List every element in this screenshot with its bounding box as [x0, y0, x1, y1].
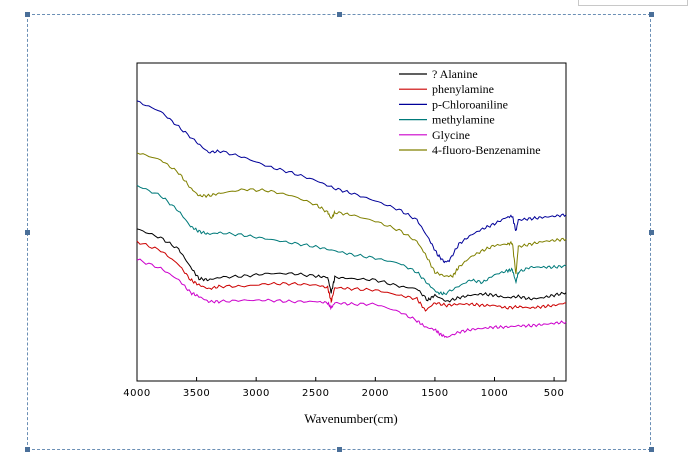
- legend-label-1: phenylamine: [432, 82, 494, 96]
- series-line-1: [136, 240, 567, 312]
- series-lines: [136, 100, 567, 338]
- resize-handle-top-right[interactable]: [649, 12, 654, 17]
- x-tick-label: 3500: [183, 388, 210, 399]
- x-tick-label: 2000: [362, 388, 389, 399]
- legend-label-2: p-Chloroaniline: [432, 97, 508, 111]
- x-axis-title: Wavenumber(cm): [304, 411, 398, 426]
- x-tick-label: 1500: [421, 388, 448, 399]
- resize-handle-top-left[interactable]: [25, 12, 30, 17]
- plot-area: [136, 62, 567, 382]
- x-tick-label: 4000: [123, 388, 150, 399]
- resize-handle-top-middle[interactable]: [337, 12, 342, 17]
- legend-label-0: ? Alanine: [432, 67, 478, 81]
- legend-label-4: Glycine: [432, 128, 470, 142]
- series-line-3: [136, 184, 567, 296]
- x-axis-ticks: [136, 377, 555, 381]
- resize-handle-middle-left[interactable]: [25, 230, 30, 235]
- series-line-4: [136, 258, 567, 338]
- resize-handle-bottom-middle[interactable]: [337, 447, 342, 452]
- legend-label-3: methylamine: [432, 113, 495, 127]
- legend-label-5: 4-fluoro-Benzenamine: [432, 143, 541, 157]
- resize-handle-bottom-left[interactable]: [25, 447, 30, 452]
- resize-handle-middle-right[interactable]: [649, 230, 654, 235]
- resize-handle-bottom-right[interactable]: [649, 447, 654, 452]
- x-tick-label: 500: [544, 388, 565, 399]
- series-line-5: [136, 152, 567, 278]
- series-line-2: [136, 100, 567, 264]
- x-tick-label: 1000: [481, 388, 508, 399]
- series-line-0: [136, 228, 567, 303]
- x-tick-label: 2500: [302, 388, 329, 399]
- x-tick-label: 3000: [242, 388, 269, 399]
- x-axis-tick-labels: 4000 3500 3000 2500 2000 1500 1000 500: [123, 388, 564, 399]
